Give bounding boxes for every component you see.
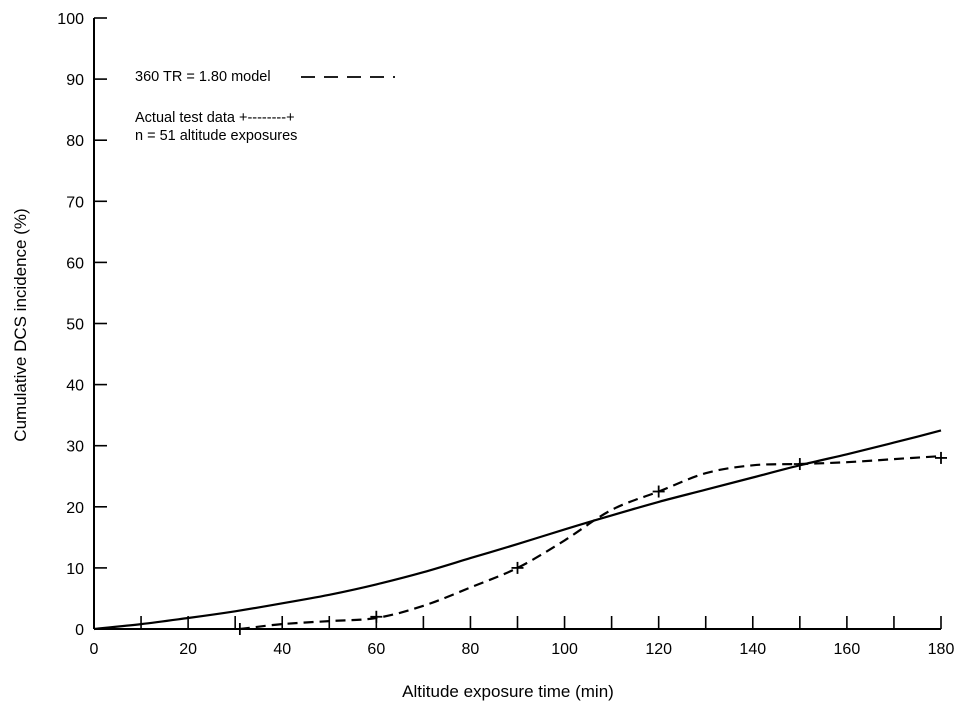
y-tick-labels: 0 10 20 30 40 50 60 70 80 90 100 <box>57 11 84 639</box>
x-tick-label: 40 <box>273 641 291 658</box>
x-axis-ticks <box>93 616 942 629</box>
legend-actual-label: Actual test data +--------+ <box>135 110 295 126</box>
data-point-marker <box>652 485 665 498</box>
data-point-marker <box>793 458 806 471</box>
x-tick-label: 60 <box>367 641 385 658</box>
y-tick-label: 40 <box>66 378 84 395</box>
x-tick-label: 140 <box>739 641 766 658</box>
data-point-marker <box>511 561 524 574</box>
y-tick-label: 90 <box>66 72 84 89</box>
data-point-marker <box>370 610 383 623</box>
y-axis-title: Cumulative DCS incidence (%) <box>11 208 30 441</box>
model-curve-line <box>93 429 942 631</box>
y-tick-label: 10 <box>66 561 84 578</box>
x-tick-label: 100 <box>551 641 578 658</box>
y-tick-label: 20 <box>66 500 84 517</box>
x-axis-title: Altitude exposure time (min) <box>402 682 614 701</box>
x-tick-labels: 0 20 40 60 80 100 120 140 160 180 <box>90 641 955 658</box>
y-tick-label: 0 <box>75 622 84 639</box>
x-tick-label: 80 <box>462 641 480 658</box>
legend: 360 TR = 1.80 model Actual test data +--… <box>135 69 395 144</box>
y-tick-label: 60 <box>66 255 84 272</box>
legend-model-label: 360 TR = 1.80 model <box>135 69 271 85</box>
y-tick-label: 30 <box>66 439 84 456</box>
y-tick-label: 100 <box>57 11 84 28</box>
y-tick-label: 50 <box>66 317 84 334</box>
y-tick-label: 80 <box>66 133 84 150</box>
legend-n-label: n = 51 altitude exposures <box>135 128 297 144</box>
actual-data-markers <box>233 451 947 635</box>
x-tick-label: 180 <box>928 641 955 658</box>
x-tick-label: 20 <box>179 641 197 658</box>
actual-data-dashed-line <box>239 455 942 631</box>
data-point-marker <box>935 451 947 464</box>
x-tick-label: 0 <box>90 641 99 658</box>
x-tick-label: 160 <box>834 641 861 658</box>
y-tick-label: 70 <box>66 194 84 211</box>
y-axis-ticks <box>94 17 107 630</box>
x-tick-label: 120 <box>645 641 672 658</box>
